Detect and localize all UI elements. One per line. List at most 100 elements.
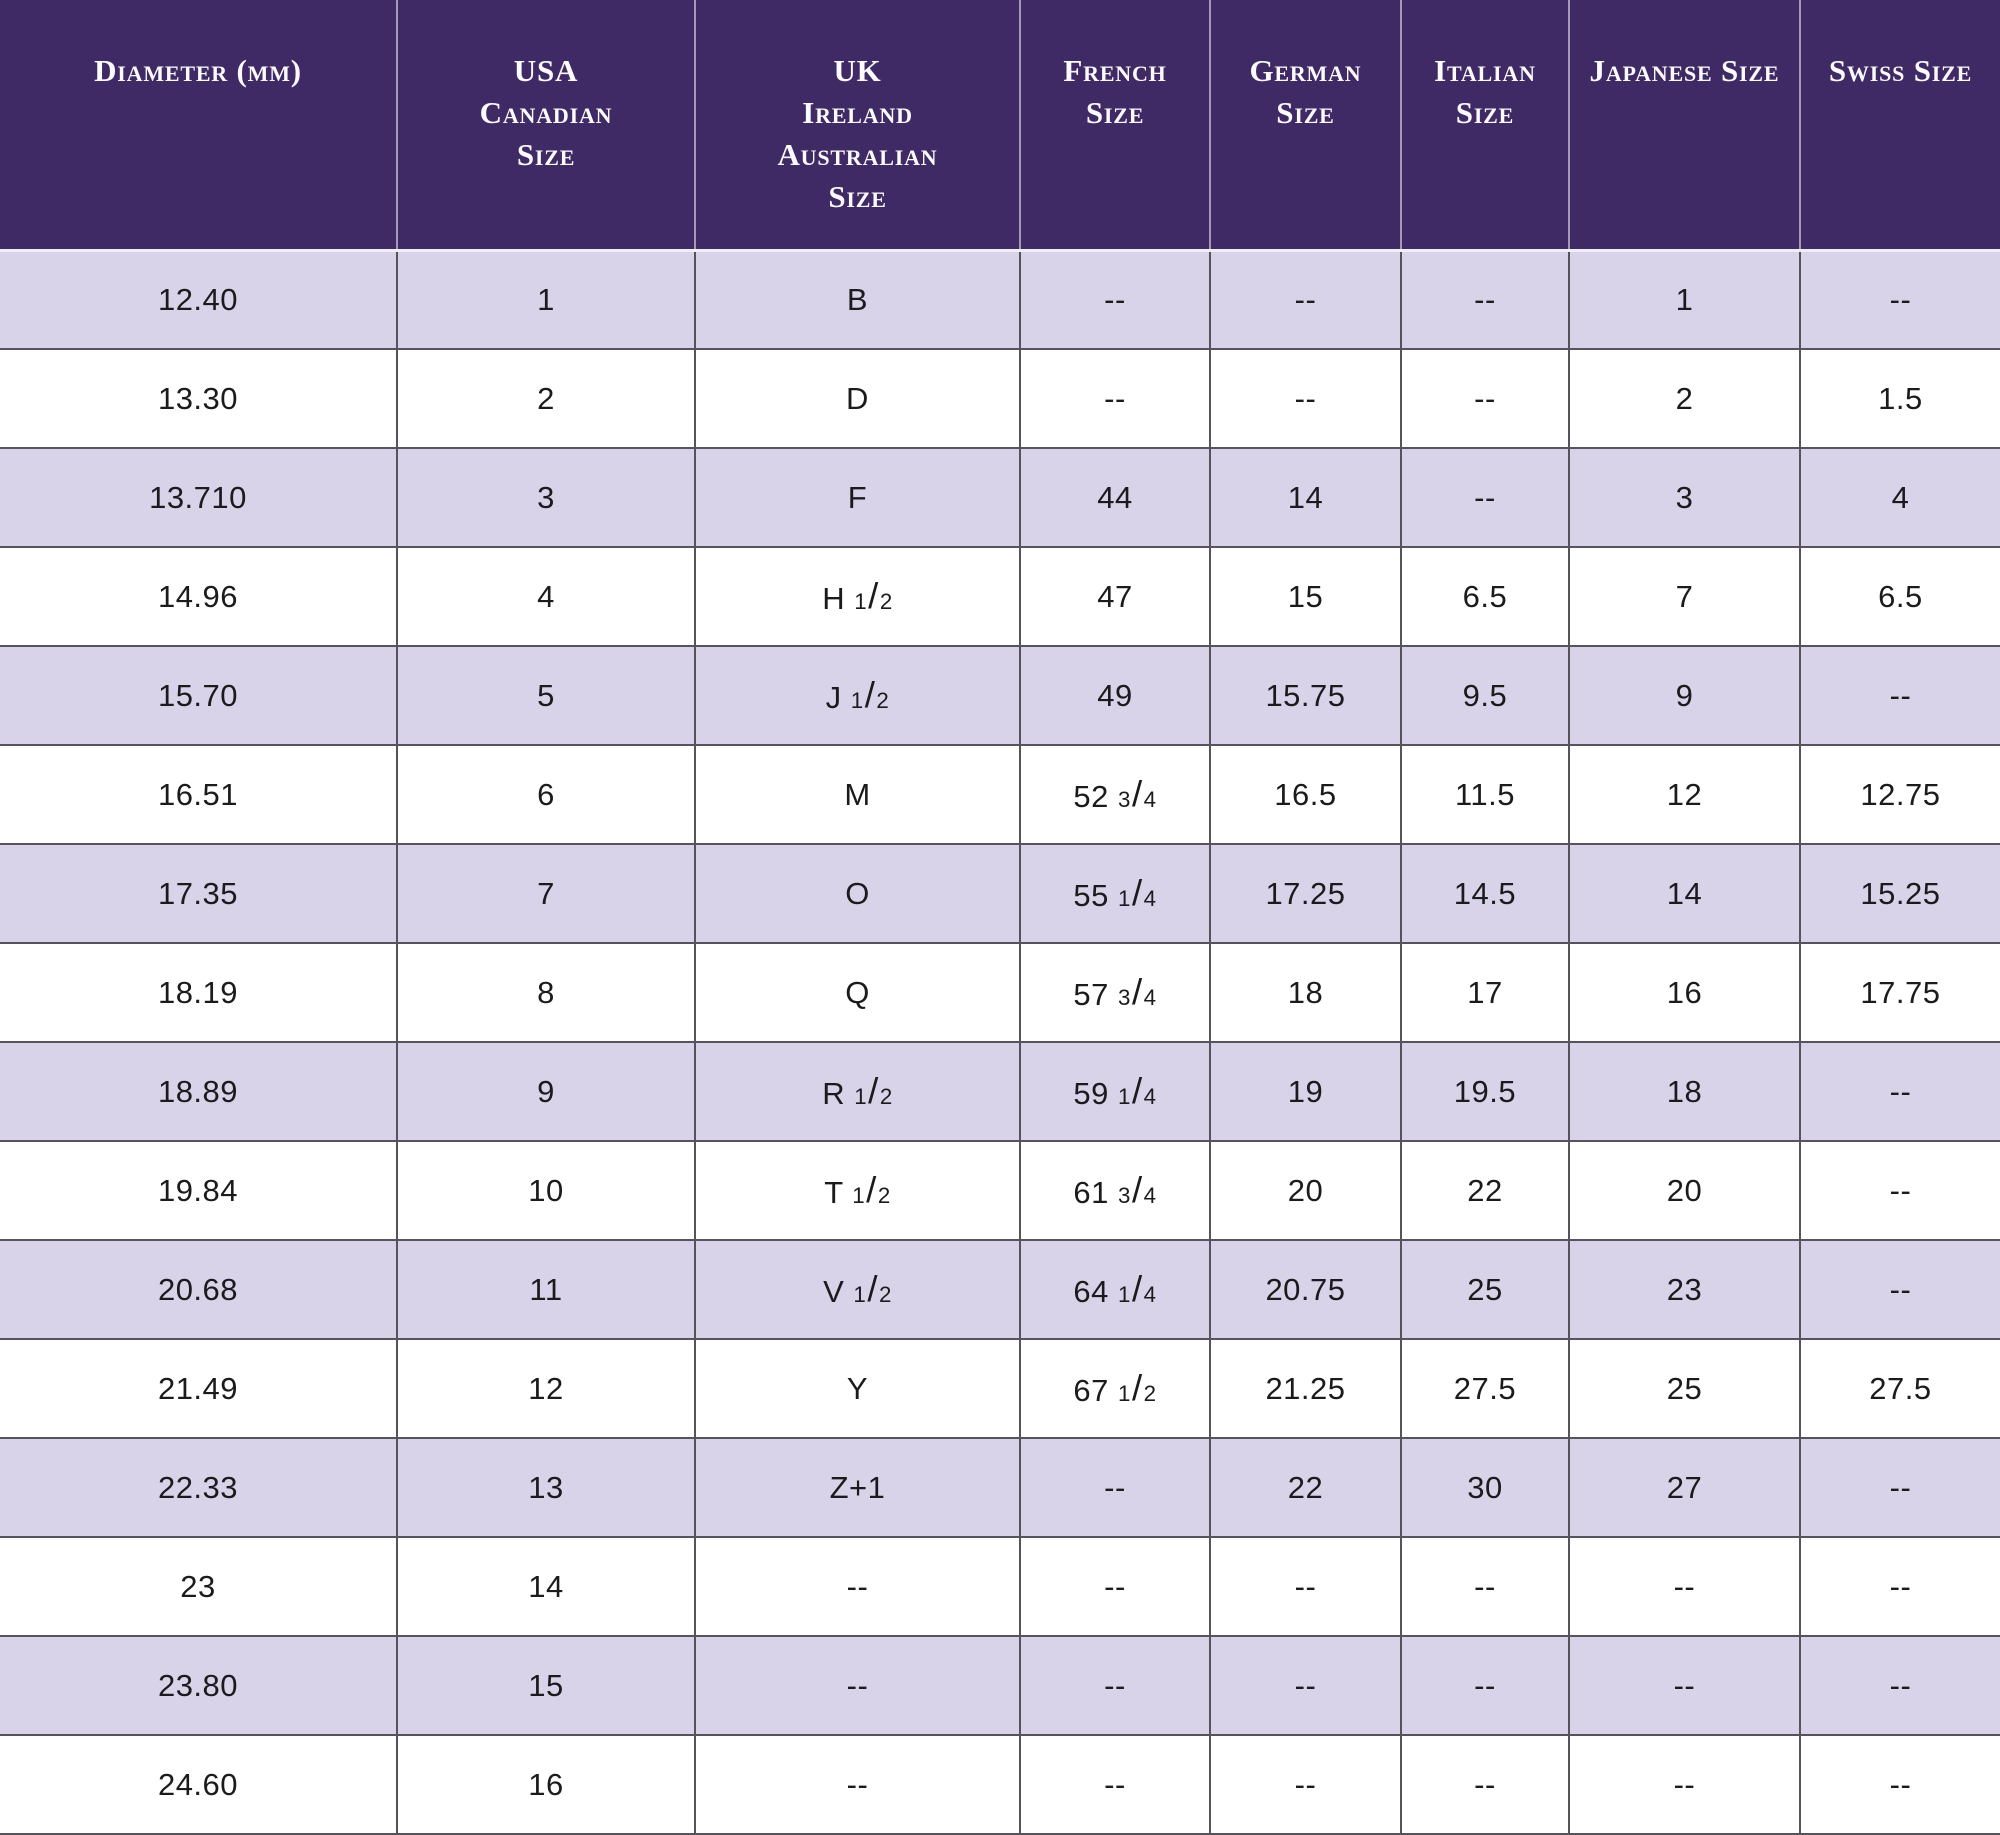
cell-german: 14 [1208, 447, 1402, 548]
cell-swiss: -- [1798, 1239, 2000, 1340]
cell-italian: 30 [1399, 1437, 1570, 1538]
cell-diameter-mm: 18.19 [0, 942, 398, 1043]
cell-french: 61 3/4 [1019, 1140, 1211, 1241]
cell-german: 16.5 [1208, 744, 1402, 845]
table-row: 19.84 10 T 1/2 61 3/4 20 22 20 -- [0, 1140, 2000, 1241]
cell-german: 19 [1208, 1041, 1402, 1142]
cell-usa-canadian: 2 [396, 348, 696, 449]
column-header-line: USA [513, 53, 579, 88]
column-header-italian: Italian Size [1400, 0, 1570, 252]
cell-italian: -- [1399, 1635, 1570, 1736]
cell-uk-ireland-au: J 1/2 [694, 645, 1021, 746]
cell-uk-ireland-au: R 1/2 [694, 1041, 1021, 1142]
column-header-line: Australian [777, 137, 938, 172]
cell-diameter-mm: 22.33 [0, 1437, 398, 1538]
cell-german: -- [1208, 1734, 1402, 1835]
table-row: 18.19 8 Q 57 3/4 18 17 16 17.75 [0, 942, 2000, 1043]
cell-usa-canadian: 11 [396, 1239, 696, 1340]
cell-italian: -- [1399, 1536, 1570, 1637]
cell-usa-canadian: 6 [396, 744, 696, 845]
cell-german: 17.25 [1208, 843, 1402, 944]
column-header-line: Italian [1434, 53, 1536, 88]
cell-italian: 6.5 [1399, 546, 1570, 647]
cell-japanese: 2 [1567, 348, 1801, 449]
cell-swiss: -- [1798, 1734, 2000, 1835]
cell-german: 20 [1208, 1140, 1402, 1241]
cell-uk-ireland-au: T 1/2 [694, 1140, 1021, 1241]
cell-swiss: -- [1798, 1635, 2000, 1736]
cell-italian: -- [1399, 250, 1570, 350]
cell-uk-ireland-au: F [694, 447, 1021, 548]
column-header-german: German Size [1209, 0, 1402, 252]
cell-diameter-mm: 13.710 [0, 447, 398, 548]
column-header-line: Size [828, 179, 887, 214]
cell-usa-canadian: 16 [396, 1734, 696, 1835]
cell-diameter-mm: 21.49 [0, 1338, 398, 1439]
cell-swiss: -- [1798, 1536, 2000, 1637]
cell-swiss: -- [1798, 1437, 2000, 1538]
cell-german: 18 [1208, 942, 1402, 1043]
cell-diameter-mm: 15.70 [0, 645, 398, 746]
table-row: 17.35 7 O 55 1/4 17.25 14.5 14 15.25 [0, 843, 2000, 944]
cell-french: -- [1019, 1437, 1211, 1538]
cell-swiss: 6.5 [1798, 546, 2000, 647]
cell-german: -- [1208, 348, 1402, 449]
column-header-uk-ireland-au: UK Ireland Australian Size [695, 0, 1021, 252]
cell-german: -- [1208, 1635, 1402, 1736]
cell-italian: 14.5 [1399, 843, 1570, 944]
table-row: 21.49 12 Y 67 1/2 21.25 27.5 25 27.5 [0, 1338, 2000, 1439]
cell-usa-canadian: 7 [396, 843, 696, 944]
table-row: 12.40 1 B -- -- -- 1 -- [0, 250, 2000, 350]
cell-diameter-mm: 19.84 [0, 1140, 398, 1241]
cell-uk-ireland-au: H 1/2 [694, 546, 1021, 647]
cell-diameter-mm: 23 [0, 1536, 398, 1637]
cell-uk-ireland-au: -- [694, 1635, 1021, 1736]
table-row: 13.710 3 F 44 14 -- 3 4 [0, 447, 2000, 548]
cell-uk-ireland-au: Y [694, 1338, 1021, 1439]
column-header-line: Size [1276, 95, 1335, 130]
cell-uk-ireland-au: B [694, 250, 1021, 350]
cell-german: 21.25 [1208, 1338, 1402, 1439]
cell-uk-ireland-au: D [694, 348, 1021, 449]
cell-uk-ireland-au: V 1/2 [694, 1239, 1021, 1340]
cell-swiss: -- [1798, 645, 2000, 746]
cell-japanese: 14 [1567, 843, 1801, 944]
cell-german: 15 [1208, 546, 1402, 647]
cell-italian: -- [1399, 1734, 1570, 1835]
cell-diameter-mm: 16.51 [0, 744, 398, 845]
cell-swiss: -- [1798, 1041, 2000, 1142]
cell-japanese: -- [1567, 1536, 1801, 1637]
column-header-french: French Size [1020, 0, 1211, 252]
cell-french: 44 [1019, 447, 1211, 548]
cell-french: 67 1/2 [1019, 1338, 1211, 1439]
cell-italian: 9.5 [1399, 645, 1570, 746]
cell-italian: 11.5 [1399, 744, 1570, 845]
header-row: Diameter (mm) USA Canadian Size UK Ireland Aus… [0, 0, 2000, 252]
table-row: 16.51 6 M 52 3/4 16.5 11.5 12 12.75 [0, 744, 2000, 845]
cell-swiss: 15.25 [1798, 843, 2000, 944]
cell-italian: 22 [1399, 1140, 1570, 1241]
table-row: 22.33 13 Z+1 -- 22 30 27 -- [0, 1437, 2000, 1538]
cell-french: 64 1/4 [1019, 1239, 1211, 1340]
column-header-line: French [1063, 53, 1167, 88]
cell-german: -- [1208, 1536, 1402, 1637]
cell-italian: 25 [1399, 1239, 1570, 1340]
cell-diameter-mm: 23.80 [0, 1635, 398, 1736]
cell-italian: 27.5 [1399, 1338, 1570, 1439]
cell-french: 47 [1019, 546, 1211, 647]
cell-japanese: 27 [1567, 1437, 1801, 1538]
table-header: Diameter (mm) USA Canadian Size UK Ireland Aus… [0, 0, 2000, 252]
cell-japanese: 18 [1567, 1041, 1801, 1142]
table-row: 20.68 11 V 1/2 64 1/4 20.75 25 23 -- [0, 1239, 2000, 1340]
cell-french: 59 1/4 [1019, 1041, 1211, 1142]
cell-usa-canadian: 15 [396, 1635, 696, 1736]
table-row: 18.89 9 R 1/2 59 1/4 19 19.5 18 -- [0, 1041, 2000, 1142]
column-header-line: Swiss Size [1828, 53, 1973, 88]
cell-japanese: -- [1567, 1635, 1801, 1736]
cell-japanese: 25 [1567, 1338, 1801, 1439]
cell-japanese: 3 [1567, 447, 1801, 548]
cell-usa-canadian: 1 [396, 250, 696, 350]
cell-japanese: 23 [1567, 1239, 1801, 1340]
cell-uk-ireland-au: M [694, 744, 1021, 845]
cell-usa-canadian: 12 [396, 1338, 696, 1439]
